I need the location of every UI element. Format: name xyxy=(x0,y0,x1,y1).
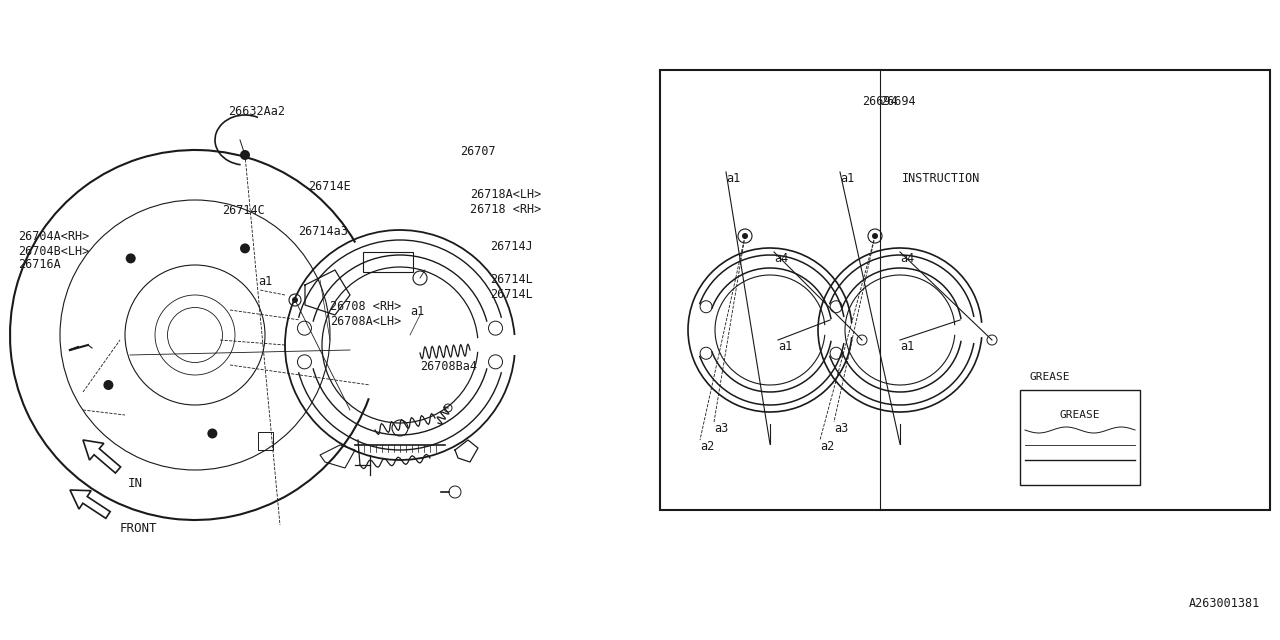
Text: 26704A<RH>: 26704A<RH> xyxy=(18,230,90,243)
Circle shape xyxy=(241,150,250,160)
Text: 26707: 26707 xyxy=(460,145,495,158)
Text: a2: a2 xyxy=(820,440,835,453)
Bar xyxy=(660,70,1270,510)
Text: 26714C: 26714C xyxy=(221,204,265,217)
Text: 26704B<LH>: 26704B<LH> xyxy=(18,245,90,258)
Text: a2: a2 xyxy=(700,440,714,453)
Text: GREASE: GREASE xyxy=(1029,372,1070,382)
Text: 26714L: 26714L xyxy=(490,273,532,286)
Circle shape xyxy=(207,429,218,438)
Text: 26718A<LH>: 26718A<LH> xyxy=(470,188,541,201)
Text: a1: a1 xyxy=(900,340,914,353)
Bar xyxy=(1020,390,1140,485)
Text: a1: a1 xyxy=(840,172,854,185)
Text: a1: a1 xyxy=(259,275,273,288)
Text: a3: a3 xyxy=(835,422,849,435)
Circle shape xyxy=(104,380,114,390)
Text: a4: a4 xyxy=(774,252,788,265)
Circle shape xyxy=(125,253,136,264)
Bar xyxy=(259,432,273,450)
Circle shape xyxy=(292,297,298,303)
Text: a1: a1 xyxy=(410,305,424,318)
Text: a3: a3 xyxy=(714,422,728,435)
Text: 26714J: 26714J xyxy=(490,240,532,253)
Text: 26714a3: 26714a3 xyxy=(298,225,348,238)
Text: FRONT: FRONT xyxy=(120,522,157,535)
Text: 26714L: 26714L xyxy=(490,288,532,301)
Text: 26708Ba4: 26708Ba4 xyxy=(420,360,477,373)
Text: a1: a1 xyxy=(726,172,740,185)
Text: A263001381: A263001381 xyxy=(1189,597,1260,610)
Circle shape xyxy=(241,243,250,253)
Circle shape xyxy=(742,233,748,239)
Text: 26694: 26694 xyxy=(863,95,897,108)
Text: a1: a1 xyxy=(778,340,792,353)
Text: 26632Aa2: 26632Aa2 xyxy=(228,105,285,118)
Text: 26708 <RH>: 26708 <RH> xyxy=(330,300,401,313)
Text: 26716A: 26716A xyxy=(18,258,60,271)
Text: INSTRUCTION: INSTRUCTION xyxy=(902,172,980,185)
Bar xyxy=(364,252,413,272)
Text: IN: IN xyxy=(128,477,143,490)
Text: 26694: 26694 xyxy=(881,95,915,108)
Text: a4: a4 xyxy=(900,252,914,265)
Text: GREASE: GREASE xyxy=(1060,410,1101,420)
Text: 26708A<LH>: 26708A<LH> xyxy=(330,315,401,328)
Circle shape xyxy=(872,233,878,239)
Text: 26718 <RH>: 26718 <RH> xyxy=(470,203,541,216)
Text: 26714E: 26714E xyxy=(308,180,351,193)
